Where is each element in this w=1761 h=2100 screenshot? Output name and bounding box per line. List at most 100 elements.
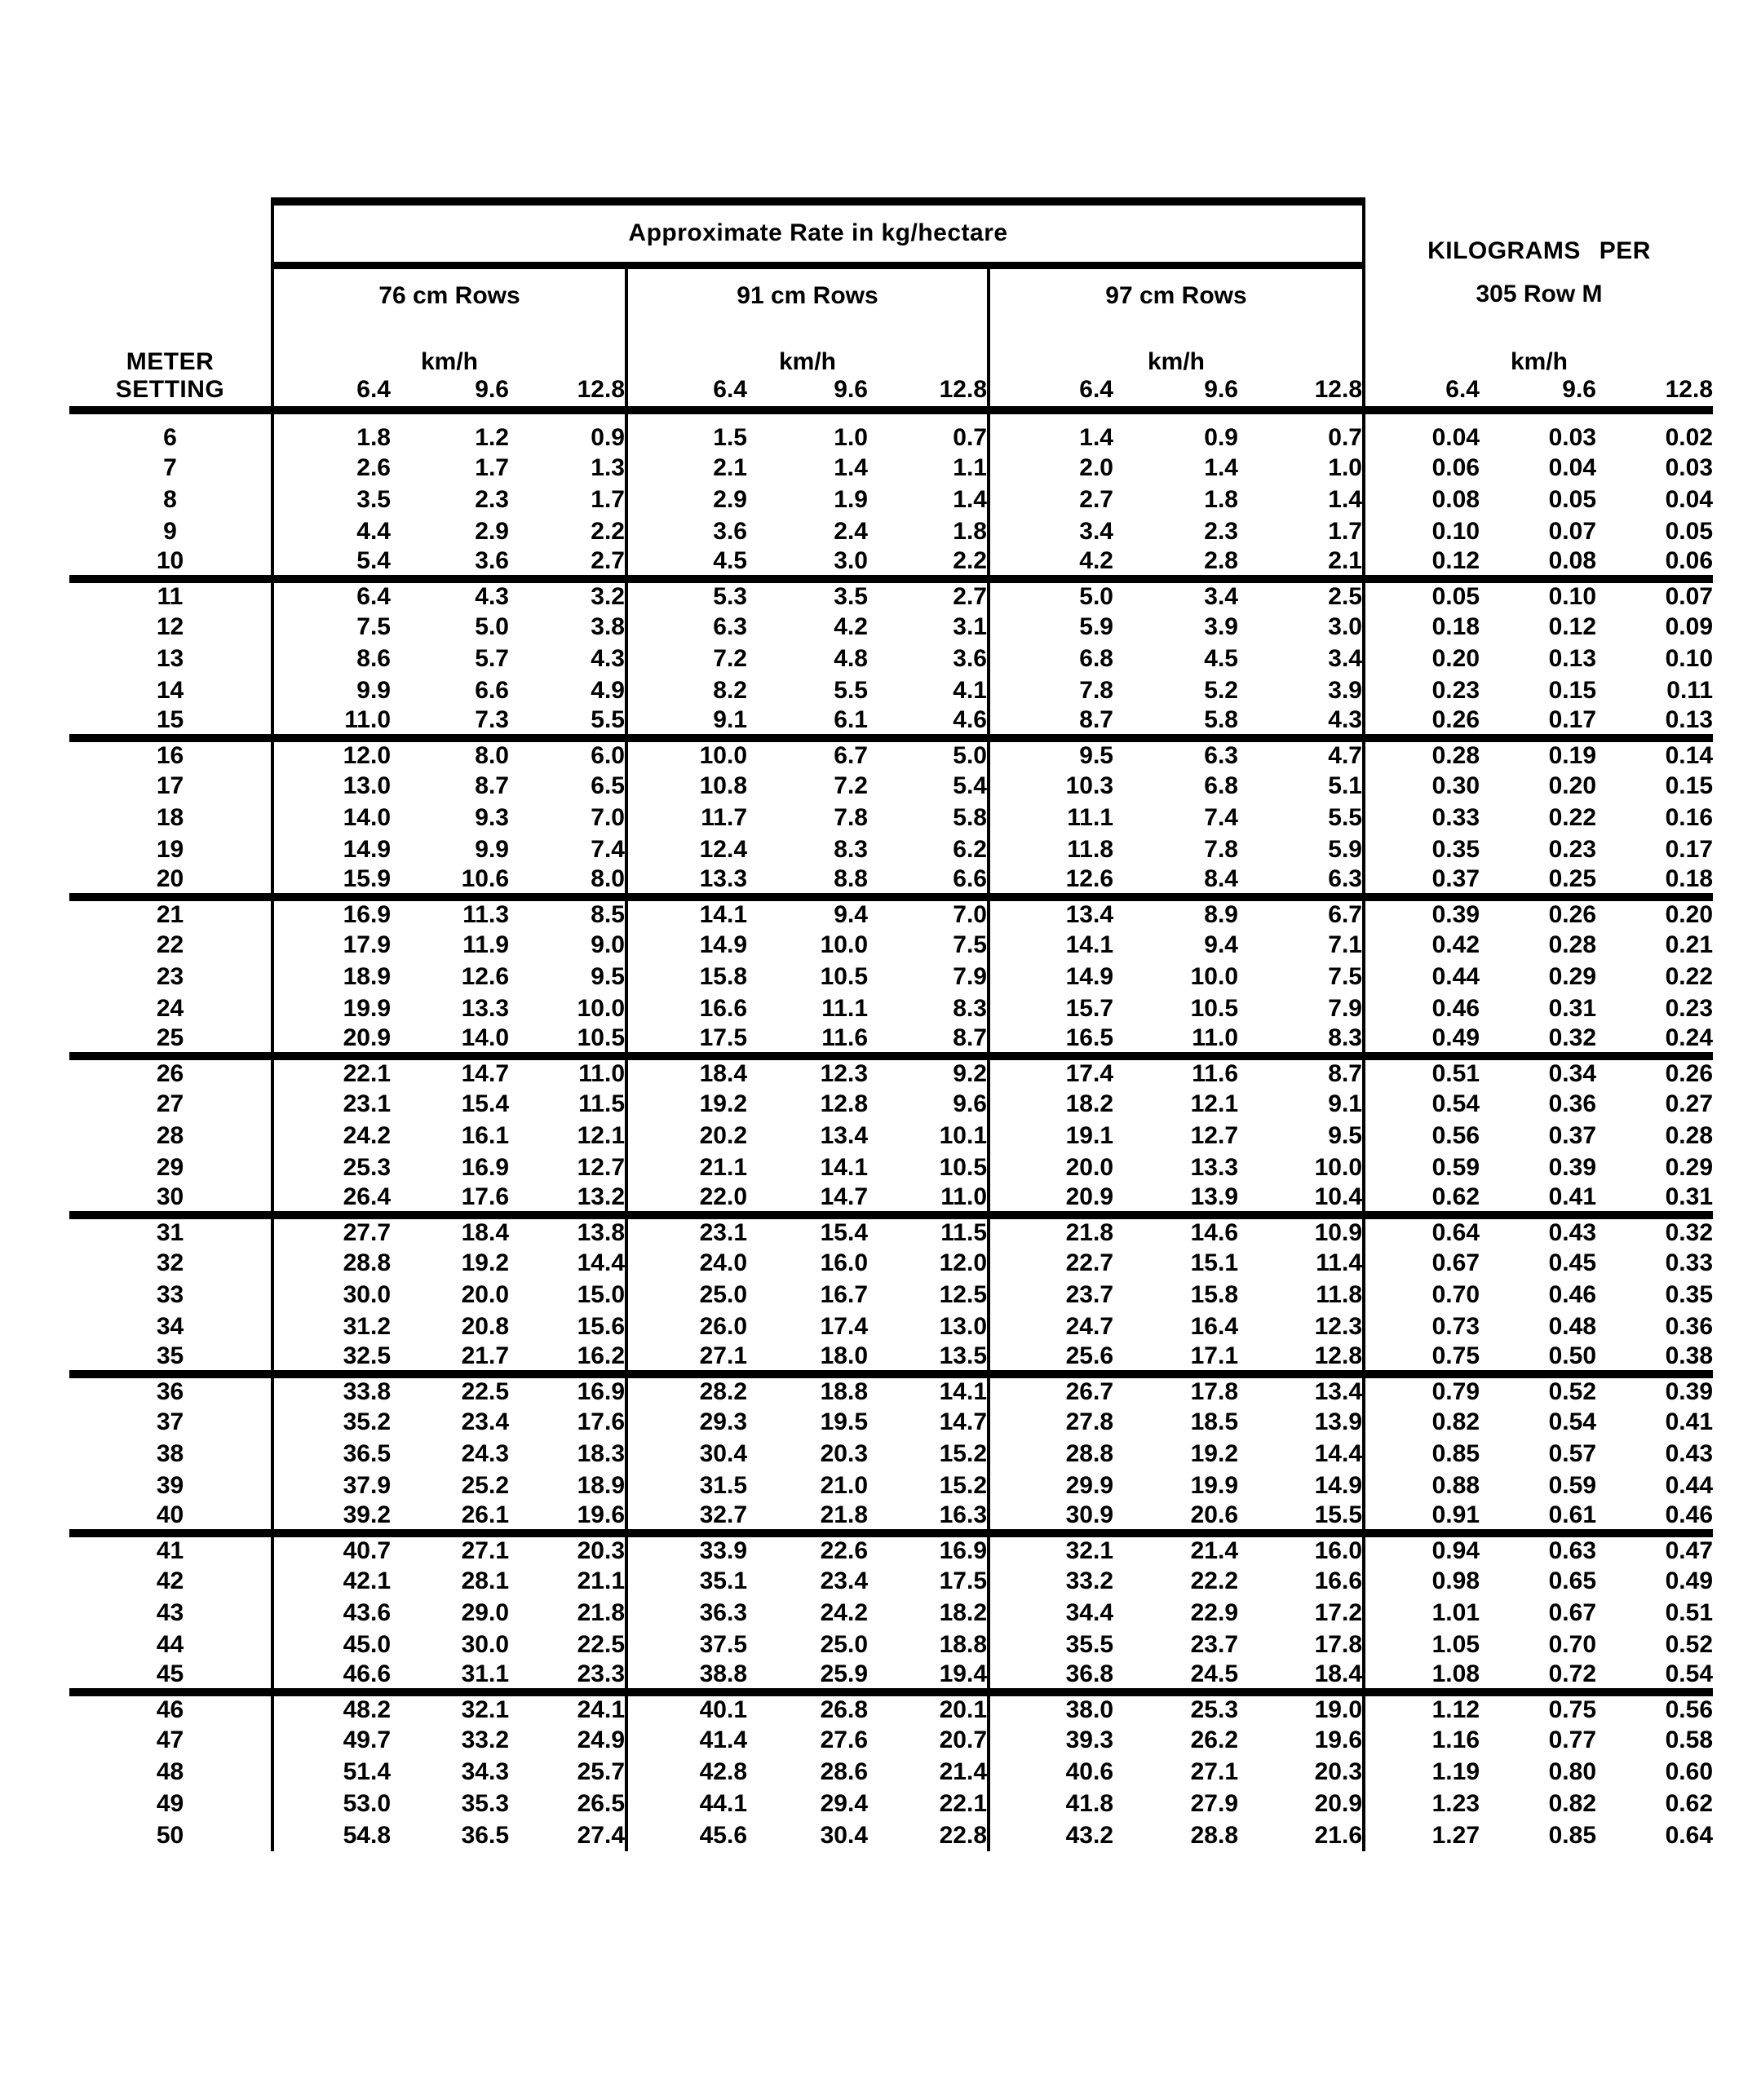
rate-cell: 16.2 bbox=[509, 1342, 626, 1378]
rate-cell: 0.7 bbox=[1328, 424, 1362, 451]
rate-cell: 2.9 bbox=[475, 517, 509, 545]
table-row: 28 24.2 16.1 12.1 20.2 13.4 10.1 19.1 12.7 9.5 0.5… bbox=[69, 1120, 1713, 1152]
rate-cell: 29.0 bbox=[461, 1598, 509, 1626]
table-row: 21 16.9 11.3 8.5 14.1 9.4 7.0 13.4 8.9 6.7 0.39 0.2… bbox=[69, 897, 1713, 929]
table-row: 47 49.7 33.2 24.9 41.4 27.6 20.7 39.3 26.2 19.6 1.… bbox=[69, 1724, 1713, 1756]
rate-cell: 0.39 bbox=[1665, 1378, 1713, 1405]
rate-cell: 18.2 bbox=[987, 1088, 1113, 1120]
meter-setting-cell: 22 bbox=[156, 931, 184, 958]
rate-cell: 0.62 bbox=[1362, 1183, 1480, 1219]
rate-cell: 6.3 bbox=[1238, 865, 1364, 901]
rate-cell: 20.9 bbox=[271, 1024, 391, 1060]
meter-setting-cell: 13 bbox=[156, 644, 184, 672]
rate-cell: 11.7 bbox=[625, 802, 747, 833]
rate-cell: 5.2 bbox=[1204, 676, 1238, 704]
rate-cell: 1.3 bbox=[591, 453, 625, 481]
rate-cell: 37.9 bbox=[271, 1470, 391, 1501]
rate-cell: 30.4 bbox=[625, 1438, 747, 1470]
rate-cell: 27.9 bbox=[1190, 1789, 1238, 1817]
rate-cell: 17.4 bbox=[987, 1056, 1113, 1088]
rate-cell: 10.5 bbox=[820, 962, 868, 990]
speed-header: 12.8 bbox=[509, 376, 626, 414]
rate-cell: 5.4 bbox=[953, 771, 987, 799]
meter-setting-cell: 43 bbox=[156, 1598, 184, 1626]
rate-cell: 36.5 bbox=[271, 1438, 391, 1470]
table-row: 16 12.0 8.0 6.0 10.0 6.7 5.0 9.5 6.3 4.7 0.28 0.19 0… bbox=[69, 738, 1713, 770]
rate-cell: 11.8 bbox=[987, 833, 1113, 865]
rate-cell: 31.1 bbox=[391, 1660, 509, 1696]
rate-cell: 18.0 bbox=[747, 1342, 868, 1378]
rate-cell: 20.9 bbox=[1314, 1789, 1362, 1817]
meter-setting-cell: 15 bbox=[69, 706, 272, 742]
rate-cell: 2.7 bbox=[953, 583, 987, 610]
rate-cell: 4.4 bbox=[271, 515, 391, 547]
rate-cell: 20.6 bbox=[1113, 1501, 1238, 1537]
rate-cell: 7.5 bbox=[1328, 962, 1362, 990]
rate-cell: 0.03 bbox=[1548, 424, 1596, 451]
rate-cell: 0.82 bbox=[1362, 1406, 1480, 1438]
rate-cell: 17.8 bbox=[1314, 1630, 1362, 1658]
rate-cell: 27.6 bbox=[820, 1726, 868, 1753]
rate-cell: 22.5 bbox=[461, 1378, 509, 1405]
rate-cell: 10.6 bbox=[391, 865, 509, 901]
meter-setting-cell: 37 bbox=[156, 1408, 184, 1435]
rate-cell: 12.1 bbox=[577, 1121, 625, 1149]
rate-cell: 9.9 bbox=[475, 835, 509, 863]
rate-cell: 14.6 bbox=[1190, 1219, 1238, 1246]
rate-cell: 1.23 bbox=[1362, 1788, 1480, 1819]
rate-cell: 0.15 bbox=[1665, 771, 1713, 799]
rate-cell: 5.7 bbox=[475, 644, 509, 672]
rate-cell: 3.9 bbox=[1328, 676, 1362, 704]
rate-cell: 16.5 bbox=[987, 1024, 1113, 1060]
rate-cell: 9.9 bbox=[271, 674, 391, 706]
rate-cell: 5.3 bbox=[625, 579, 747, 611]
rate-cell: 2.7 bbox=[987, 484, 1113, 515]
rate-cell: 7.2 bbox=[834, 771, 868, 799]
rate-cell: 12.7 bbox=[1190, 1121, 1238, 1149]
rate-cell: 4.9 bbox=[591, 676, 625, 704]
rate-cell: 6.1 bbox=[747, 706, 868, 742]
rate-cell: 4.5 bbox=[1204, 644, 1238, 672]
meter-setting-cell: 28 bbox=[156, 1121, 184, 1149]
table-header: Approximate Rate in kg/hectare KILOGRAMS… bbox=[69, 197, 1713, 414]
rate-cell: 8.7 bbox=[868, 1024, 989, 1060]
rate-cell: 0.49 bbox=[1362, 1024, 1480, 1060]
rate-cell: 25.6 bbox=[987, 1342, 1113, 1378]
rate-cell: 31.2 bbox=[271, 1311, 391, 1342]
rate-cell: 0.32 bbox=[1665, 1219, 1713, 1246]
blank-cell bbox=[625, 324, 989, 347]
meter-setting-cell: 8 bbox=[163, 485, 177, 513]
table-row: 10 5.4 3.6 2.7 4.5 3.0 2.2 4.2 2.8 2.1 0.12 0.08 0.0… bbox=[69, 547, 1713, 583]
rate-cell: 0.54 bbox=[1596, 1660, 1713, 1696]
rate-cell: 0.24 bbox=[1596, 1024, 1713, 1060]
speed-header: 6.4 bbox=[1362, 376, 1480, 414]
speed-header: 9.6 bbox=[1480, 376, 1596, 414]
rate-cell: 0.23 bbox=[1548, 835, 1596, 863]
rate-cell: 12.8 bbox=[1238, 1342, 1364, 1378]
rate-cell: 20.1 bbox=[939, 1696, 987, 1723]
rate-cell: 0.50 bbox=[1480, 1342, 1596, 1378]
rate-cell: 0.33 bbox=[1362, 802, 1480, 833]
rate-cell: 0.44 bbox=[1665, 1471, 1713, 1499]
speed-unit-row: METER km/h km/h km/h km/h bbox=[69, 347, 1713, 376]
rate-cell: 0.37 bbox=[1548, 1121, 1596, 1149]
meter-setting-cell: 38 bbox=[156, 1439, 184, 1467]
table-body: 6 1.8 1.2 0.9 1.5 1.0 0.7 1.4 0.9 0.7 0.04 0.03 0.02… bbox=[69, 410, 1713, 1851]
table-row: 39 37.9 25.2 18.9 31.5 21.0 15.2 29.9 19.9 14.9 0.… bbox=[69, 1470, 1713, 1501]
rate-cell: 7.5 bbox=[953, 931, 987, 958]
rate-cell: 3.2 bbox=[591, 583, 625, 610]
rate-cell: 11.5 bbox=[578, 1090, 625, 1117]
rate-cell: 15.6 bbox=[577, 1312, 625, 1340]
rate-cell: 11.0 bbox=[1113, 1024, 1238, 1060]
rate-cell: 23.1 bbox=[625, 1215, 747, 1247]
rate-cell: 21.1 bbox=[577, 1567, 625, 1594]
rate-cell: 9.5 bbox=[591, 962, 625, 990]
rate-cell: 13.4 bbox=[1314, 1378, 1362, 1405]
rate-cell: 4.3 bbox=[591, 644, 625, 672]
rate-cell: 1.1 bbox=[953, 453, 987, 481]
rate-cell: 0.26 bbox=[1665, 1060, 1713, 1087]
rate-cell: 11.5 bbox=[940, 1219, 987, 1246]
meter-setting-cell: 47 bbox=[156, 1726, 184, 1753]
rate-cell: 20.3 bbox=[1314, 1757, 1362, 1785]
